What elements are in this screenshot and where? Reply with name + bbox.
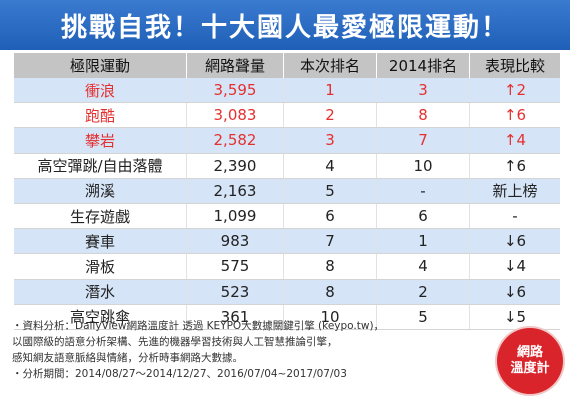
cell-rank: 4 xyxy=(283,153,377,179)
cell-sport: 衝浪 xyxy=(14,78,187,104)
cell-rank-2014: 2 xyxy=(376,279,470,305)
cell-rank: 8 xyxy=(283,253,377,280)
source-note-line: ・資料分析：DailyView網路溫度計 透過 KEYPO大數據關鍵引擎 (ke… xyxy=(12,320,385,332)
table-row: 生存遊戲 1,099 6 6- xyxy=(14,203,560,230)
cell-rank-2014: 6 xyxy=(376,203,470,230)
cell-sport: 高空跳傘 xyxy=(14,304,187,330)
cell-rank: 8 xyxy=(283,279,377,305)
cell-rank-2014: 7 xyxy=(376,127,470,154)
ranking-table: 極限運動 網路聲量 本次排名 2014排名 表現比較 衝浪 3,595 1 3 ↑2 跑酷… xyxy=(14,53,560,330)
column-header-volume: 網路聲量 xyxy=(186,53,284,78)
column-header-change: 表現比較 xyxy=(469,53,560,78)
cell-rank-2014: 8 xyxy=(376,102,470,129)
table-row: 賽車 983 7 1 ↓6 xyxy=(14,228,560,255)
cell-rank-2014: 10 xyxy=(376,153,470,179)
cell-rank-2014: 4 xyxy=(376,253,470,280)
cell-volume: 361 xyxy=(186,304,284,330)
table-row: 高空跳傘 361 10 5 ↓5 xyxy=(14,304,560,330)
cell-change: ↓6 xyxy=(469,279,560,305)
cell-volume: 2,390 xyxy=(186,153,284,179)
cell-volume: 3,595 xyxy=(186,78,284,104)
table-row: 衝浪 3,595 1 3 ↑2 xyxy=(14,78,560,104)
cell-sport: 潛水 xyxy=(14,279,187,305)
source-note-line: 感知網友語意脈絡與情緒，分析時事網路大數據。 xyxy=(12,352,243,364)
cell-volume: 3,083 xyxy=(186,102,284,129)
cell-sport: 生存遊戲 xyxy=(14,203,187,230)
table-row: 跑酷 3,083 2 8 ↑6 xyxy=(14,102,560,129)
cell-volume: 523 xyxy=(186,279,284,305)
cell-rank: 2 xyxy=(283,102,377,129)
cell-rank: 5 xyxy=(283,178,377,204)
cell-sport: 攀岩 xyxy=(14,127,187,154)
column-header-rank-2014: 2014排名 xyxy=(376,53,470,78)
cell-volume: 2,163 xyxy=(186,178,284,204)
cell-volume: 1,099 xyxy=(186,203,284,230)
cell-rank: 1 xyxy=(283,78,377,104)
cell-change: ↑6 xyxy=(469,102,560,129)
logo-text: 溫度計 xyxy=(510,361,550,376)
dailyview-logo: 網路 溫度計 xyxy=(497,328,563,394)
cell-rank-2014: 1 xyxy=(376,228,470,255)
table-row: 滑板 575 8 4 ↓4 xyxy=(14,253,560,280)
cell-rank: 6 xyxy=(283,203,377,230)
table-row: 溯溪 2,163 5- 新上榜 xyxy=(14,178,560,204)
source-note: ・資料分析：DailyView網路溫度計 透過 KEYPO大數據關鍵引擎 (ke… xyxy=(12,318,492,382)
source-note-line: 以國際級的語意分析架構、先進的機器學習技術與人工智慧推論引擎， xyxy=(12,336,338,348)
cell-change: 新上榜 xyxy=(469,178,560,204)
table-row: 高空彈跳/自由落體 2,390 4 10 ↑6 xyxy=(14,153,560,179)
column-header-sport: 極限運動 xyxy=(14,53,187,78)
table-header-row: 極限運動 網路聲量 本次排名 2014排名 表現比較 xyxy=(14,53,560,78)
cell-change: ↓5 xyxy=(469,304,560,330)
cell-change: - xyxy=(469,203,560,230)
cell-sport: 高空彈跳/自由落體 xyxy=(14,153,187,179)
cell-sport: 溯溪 xyxy=(14,178,187,204)
table-row: 攀岩 2,582 3 7 ↑4 xyxy=(14,127,560,154)
cell-volume: 983 xyxy=(186,228,284,255)
cell-change: ↑2 xyxy=(469,78,560,104)
cell-sport: 跑酷 xyxy=(14,102,187,129)
cell-volume: 2,582 xyxy=(186,127,284,154)
cell-rank-2014: - xyxy=(376,178,470,204)
cell-rank: 7 xyxy=(283,228,377,255)
cell-sport: 滑板 xyxy=(14,253,187,280)
logo-text: 網路 xyxy=(516,345,543,360)
analysis-period: ・分析期間：2014/08/27～2014/12/27、2016/07/04~2… xyxy=(12,368,347,380)
ranking-table-body: 衝浪 3,595 1 3 ↑2 跑酷 3,083 2 8 ↑6 攀岩 2,582 3 7 ↑4 高空彈跳/自由… xyxy=(14,78,560,330)
column-header-rank: 本次排名 xyxy=(283,53,377,78)
cell-sport: 賽車 xyxy=(14,228,187,255)
cell-change: ↑4 xyxy=(469,127,560,154)
cell-rank: 10 xyxy=(283,304,377,330)
page-title: 挑戰自我！十大國人最愛極限運動！ xyxy=(0,0,570,50)
cell-change: ↓6 xyxy=(469,228,560,255)
table-row: 潛水 523 8 2 ↓6 xyxy=(14,279,560,305)
cell-rank: 3 xyxy=(283,127,377,154)
cell-change: ↑6 xyxy=(469,153,560,179)
cell-volume: 575 xyxy=(186,253,284,280)
cell-rank-2014: 3 xyxy=(376,78,470,104)
cell-change: ↓4 xyxy=(469,253,560,280)
cell-rank-2014: 5 xyxy=(376,304,470,330)
